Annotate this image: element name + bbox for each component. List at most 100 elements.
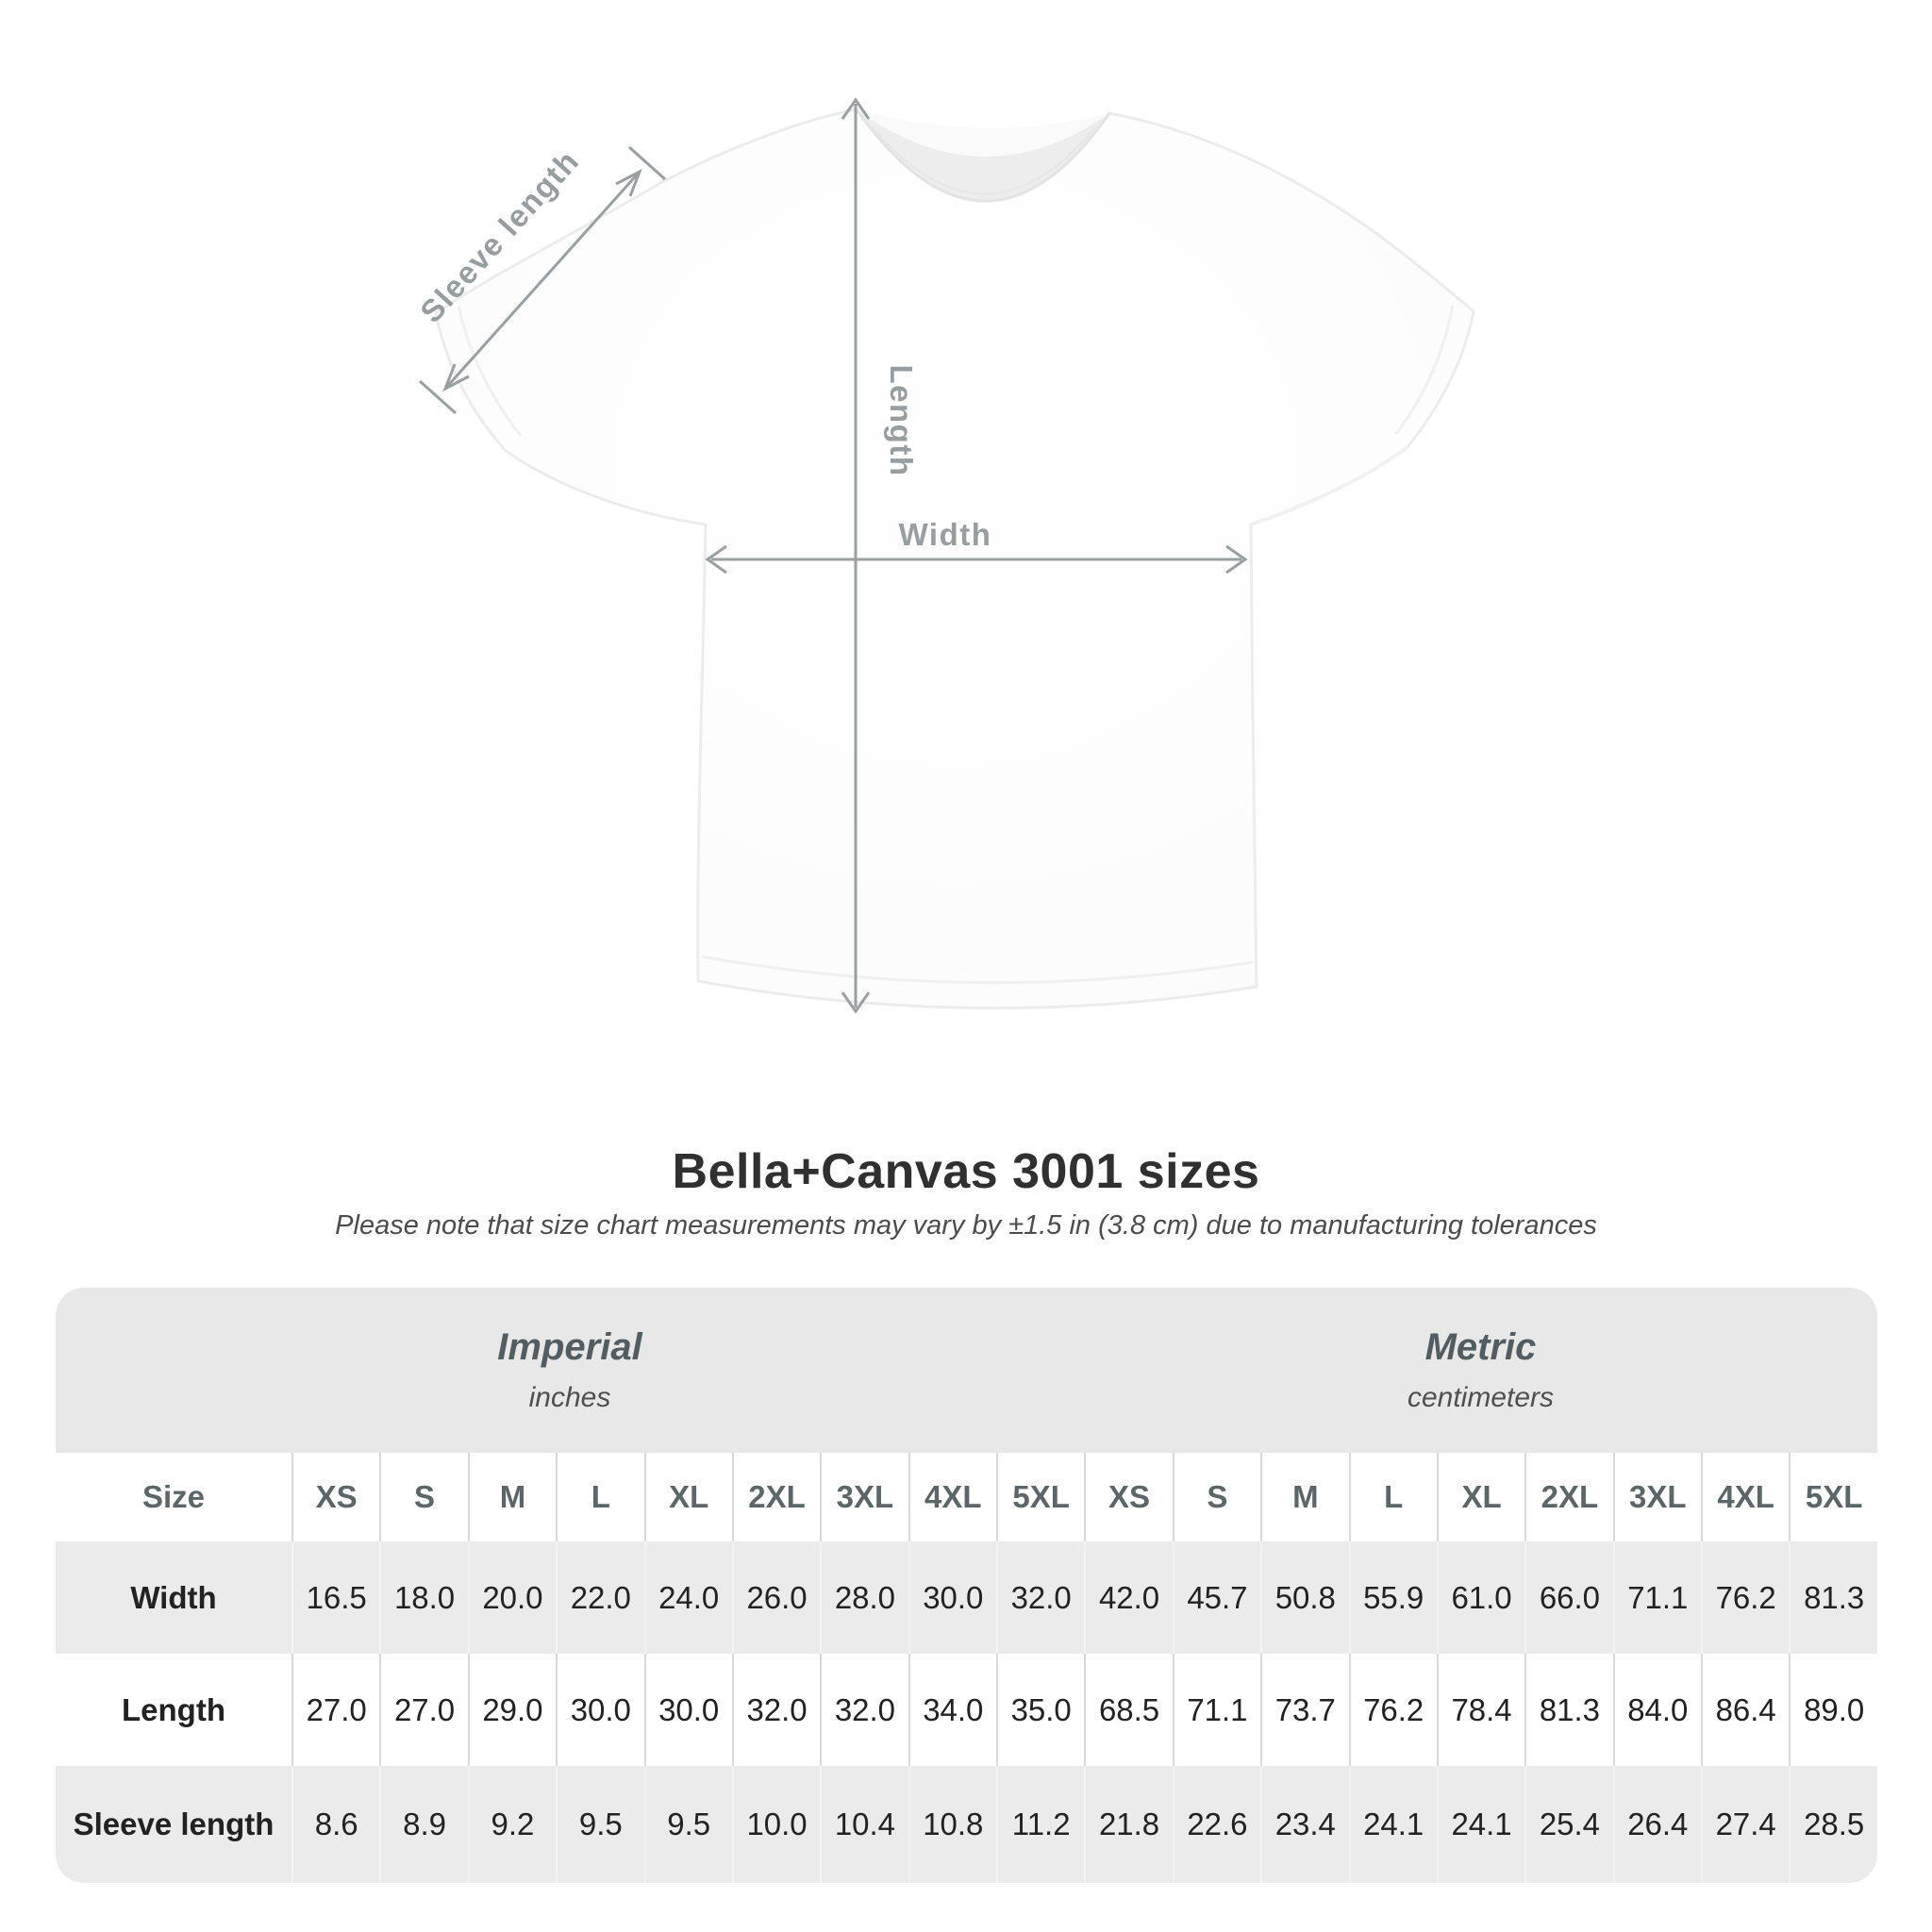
size-header-metric-3xl: 3XL (1612, 1453, 1701, 1541)
value-imperial: 10.0 (731, 1766, 821, 1883)
table-header-band: Imperial inches Metric centimeters (56, 1288, 1877, 1453)
imperial-unit-label: inches (528, 1382, 611, 1413)
value-imperial: 28.0 (820, 1541, 908, 1654)
size-header-imperial-l: L (556, 1453, 644, 1541)
value-metric: 71.1 (1172, 1654, 1261, 1766)
value-imperial: 32.0 (820, 1654, 908, 1766)
imperial-label: Imperial (497, 1326, 642, 1368)
table-header-row: Size XS S M L XL 2XL 3XL 4XL 5XL XS S M L XL 2XL 3XL 4XL 5… (56, 1453, 1877, 1541)
value-imperial: 18.0 (379, 1541, 468, 1654)
value-imperial: 9.2 (467, 1766, 557, 1883)
value-metric: 45.7 (1172, 1541, 1261, 1654)
value-metric: 76.2 (1701, 1541, 1790, 1654)
value-imperial: 32.0 (731, 1654, 821, 1766)
value-imperial: 24.0 (643, 1541, 732, 1654)
size-chart-table: Imperial inches Metric centimeters Size X… (56, 1288, 1877, 1883)
row-label: Sleeve length (56, 1766, 291, 1883)
measurements-table: Size XS S M L XL 2XL 3XL 4XL 5XL XS S M L XL 2XL 3XL 4XL 5… (56, 1453, 1877, 1883)
value-imperial: 34.0 (908, 1654, 996, 1766)
size-header-imperial-s: S (379, 1453, 468, 1541)
value-metric: 78.4 (1436, 1654, 1525, 1766)
value-metric: 84.0 (1612, 1654, 1701, 1766)
hem-seam (701, 955, 1254, 985)
value-imperial: 30.0 (643, 1654, 732, 1766)
tolerance-note: Please note that size chart measurements… (335, 1210, 1597, 1241)
value-metric: 81.3 (1789, 1541, 1877, 1654)
value-imperial: 30.0 (908, 1541, 996, 1654)
value-imperial: 22.0 (556, 1541, 644, 1654)
value-imperial: 32.0 (996, 1541, 1085, 1654)
table-row-sleeve-length: Sleeve length 8.6 8.9 9.2 9.5 9.5 10.0 10.4 10.8… (56, 1766, 1877, 1883)
right-cuff-seam (1394, 305, 1455, 435)
value-imperial: 26.0 (731, 1541, 821, 1654)
imperial-section-header: Imperial inches (56, 1288, 1084, 1453)
metric-section-header: Metric centimeters (1084, 1288, 1877, 1453)
size-header-metric-s: S (1172, 1453, 1261, 1541)
value-metric: 50.8 (1260, 1541, 1349, 1654)
value-metric: 42.0 (1084, 1541, 1173, 1654)
left-cuff-seam (457, 305, 523, 437)
table-row-length: Length 27.0 27.0 29.0 30.0 30.0 32.0 32.0 34.0 35… (56, 1654, 1877, 1766)
value-metric: 66.0 (1524, 1541, 1613, 1654)
value-metric: 61.0 (1436, 1541, 1525, 1654)
value-metric: 68.5 (1084, 1654, 1173, 1766)
value-metric: 89.0 (1789, 1654, 1877, 1766)
value-metric: 28.5 (1789, 1766, 1877, 1883)
value-imperial: 8.9 (379, 1766, 468, 1883)
value-metric: 73.7 (1260, 1654, 1349, 1766)
value-metric: 26.4 (1612, 1766, 1701, 1883)
value-imperial: 10.8 (908, 1766, 996, 1883)
value-metric: 25.4 (1524, 1766, 1613, 1883)
row-label: Width (56, 1541, 291, 1654)
value-imperial: 27.0 (291, 1654, 380, 1766)
value-imperial: 10.4 (820, 1766, 908, 1883)
value-metric: 23.4 (1260, 1766, 1349, 1883)
size-header-metric-m: M (1260, 1453, 1349, 1541)
size-header-imperial-3xl: 3XL (820, 1453, 908, 1541)
table-row-width: Width 16.5 18.0 20.0 22.0 24.0 26.0 28.0 30.0 32.… (56, 1541, 1877, 1654)
metric-label: Metric (1424, 1326, 1537, 1368)
value-imperial: 9.5 (556, 1766, 644, 1883)
size-header-imperial-5xl: 5XL (996, 1453, 1085, 1541)
size-header-metric-5xl: 5XL (1789, 1453, 1877, 1541)
metric-unit-label: centimeters (1407, 1382, 1555, 1413)
size-header-imperial-xl: XL (643, 1453, 732, 1541)
value-imperial: 29.0 (467, 1654, 557, 1766)
value-metric: 24.1 (1348, 1766, 1437, 1883)
size-header-imperial-4xl: 4XL (908, 1453, 996, 1541)
value-metric: 76.2 (1348, 1654, 1437, 1766)
length-arrow (841, 97, 871, 1014)
value-metric: 27.4 (1701, 1766, 1790, 1883)
value-imperial: 27.0 (379, 1654, 468, 1766)
value-imperial: 8.6 (291, 1766, 380, 1883)
value-imperial: 20.0 (467, 1541, 557, 1654)
value-imperial: 16.5 (291, 1541, 380, 1654)
collar-back-band (857, 109, 1109, 158)
measurement-arrows (418, 97, 1248, 1014)
size-column-header: Size (56, 1453, 291, 1541)
size-header-metric-2xl: 2XL (1524, 1453, 1613, 1541)
tshirt-diagram: Sleeve length Length Width (413, 97, 1475, 1014)
page-title: Bella+Canvas 3001 sizes (672, 1144, 1260, 1199)
value-metric: 22.6 (1172, 1766, 1261, 1883)
size-header-metric-xl: XL (1436, 1453, 1525, 1541)
size-header-imperial-xs: XS (291, 1453, 380, 1541)
length-label: Length (884, 365, 919, 477)
value-metric: 24.1 (1436, 1766, 1525, 1883)
size-header-metric-l: L (1348, 1453, 1437, 1541)
sleeve-length-arrow (418, 145, 667, 415)
row-label: Length (56, 1654, 291, 1766)
value-metric: 81.3 (1524, 1654, 1613, 1766)
value-imperial: 11.2 (996, 1766, 1085, 1883)
size-header-imperial-m: M (467, 1453, 557, 1541)
value-metric: 21.8 (1084, 1766, 1173, 1883)
value-imperial: 30.0 (556, 1654, 644, 1766)
value-metric: 55.9 (1348, 1541, 1437, 1654)
size-header-imperial-2xl: 2XL (731, 1453, 821, 1541)
width-arrow (705, 544, 1248, 575)
size-header-metric-4xl: 4XL (1701, 1453, 1790, 1541)
size-header-metric-xs: XS (1084, 1453, 1173, 1541)
width-label: Width (899, 517, 992, 552)
value-metric: 86.4 (1701, 1654, 1790, 1766)
